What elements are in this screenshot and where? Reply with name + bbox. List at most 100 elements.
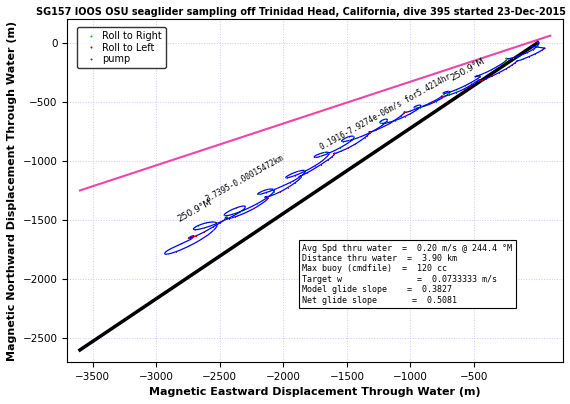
Point bbox=[511, 59, 520, 66]
Point bbox=[445, 92, 454, 98]
Point bbox=[261, 194, 270, 200]
Point bbox=[502, 65, 511, 72]
Point bbox=[475, 76, 484, 83]
Point bbox=[257, 188, 266, 195]
Point bbox=[286, 179, 295, 186]
Point bbox=[344, 137, 353, 144]
Point bbox=[319, 156, 328, 163]
Point bbox=[171, 248, 180, 255]
Point bbox=[230, 210, 239, 217]
Point bbox=[231, 214, 240, 220]
Point bbox=[438, 93, 447, 99]
Point bbox=[254, 191, 263, 198]
Point bbox=[282, 174, 291, 180]
Point bbox=[381, 119, 390, 125]
Point bbox=[330, 150, 339, 156]
Point bbox=[282, 175, 291, 181]
Point bbox=[444, 91, 453, 97]
Point bbox=[441, 89, 450, 95]
Point bbox=[320, 149, 329, 156]
Point bbox=[358, 136, 367, 143]
Point bbox=[415, 105, 424, 111]
Point bbox=[219, 217, 228, 224]
Point bbox=[355, 134, 364, 141]
Point bbox=[519, 56, 528, 62]
Point bbox=[430, 98, 439, 104]
Point bbox=[437, 93, 446, 99]
Point bbox=[316, 153, 325, 160]
Point bbox=[200, 225, 209, 231]
Point bbox=[275, 189, 284, 195]
Point bbox=[502, 57, 511, 63]
Point bbox=[487, 67, 496, 73]
Point bbox=[295, 176, 304, 182]
Point bbox=[502, 55, 511, 62]
Point bbox=[401, 109, 410, 116]
Point bbox=[329, 150, 339, 157]
Point bbox=[231, 205, 241, 211]
Point bbox=[185, 234, 194, 241]
Point bbox=[412, 105, 421, 112]
Point bbox=[162, 251, 172, 257]
Point bbox=[495, 69, 504, 76]
Point bbox=[504, 55, 513, 62]
Point bbox=[460, 83, 469, 89]
Point bbox=[474, 73, 483, 79]
Point bbox=[482, 76, 491, 82]
Point bbox=[365, 129, 374, 135]
Point bbox=[390, 118, 399, 124]
Point bbox=[267, 192, 276, 199]
Point bbox=[475, 76, 484, 83]
Point bbox=[443, 88, 453, 95]
Point bbox=[264, 194, 273, 201]
Point bbox=[202, 220, 211, 226]
Point bbox=[406, 111, 415, 117]
Point bbox=[519, 56, 528, 62]
X-axis label: Magnetic Eastward Displacement Through Water (m): Magnetic Eastward Displacement Through W… bbox=[149, 387, 481, 397]
Point bbox=[220, 211, 229, 218]
Point bbox=[221, 216, 230, 223]
Point bbox=[186, 235, 195, 241]
Point bbox=[165, 246, 174, 252]
Point bbox=[185, 234, 194, 241]
Point bbox=[311, 154, 320, 161]
Point bbox=[412, 103, 421, 109]
Point bbox=[233, 213, 242, 219]
Point bbox=[240, 210, 249, 217]
Point bbox=[269, 189, 278, 195]
Point bbox=[534, 39, 543, 45]
Legend: Roll to Right, Roll to Left, pump: Roll to Right, Roll to Left, pump bbox=[77, 27, 166, 68]
Point bbox=[528, 46, 537, 53]
Point bbox=[382, 118, 392, 124]
Point bbox=[367, 128, 376, 135]
Point bbox=[494, 63, 503, 69]
Point bbox=[185, 243, 194, 249]
Point bbox=[325, 150, 334, 156]
Point bbox=[224, 215, 233, 222]
Point bbox=[184, 235, 193, 242]
Point bbox=[365, 128, 374, 135]
Point bbox=[263, 193, 272, 200]
Point bbox=[262, 194, 271, 200]
Point bbox=[475, 72, 484, 79]
Point bbox=[474, 77, 483, 83]
Point bbox=[199, 235, 208, 241]
Point bbox=[290, 173, 299, 179]
Point bbox=[324, 151, 333, 158]
Point bbox=[273, 185, 282, 191]
Point bbox=[343, 134, 352, 141]
Point bbox=[209, 227, 218, 234]
Point bbox=[475, 77, 484, 83]
Point bbox=[224, 208, 233, 215]
Point bbox=[445, 92, 454, 98]
Point bbox=[303, 169, 312, 176]
Point bbox=[339, 138, 348, 145]
Point bbox=[329, 150, 339, 157]
Point bbox=[345, 133, 354, 140]
Point bbox=[473, 78, 482, 84]
Text: 0.1916-7.9274e-06m/s for5.4214hr: 0.1916-7.9274e-06m/s for5.4214hr bbox=[318, 72, 452, 151]
Point bbox=[415, 104, 424, 111]
Point bbox=[451, 89, 461, 96]
Point bbox=[466, 82, 475, 89]
Point bbox=[538, 47, 547, 53]
